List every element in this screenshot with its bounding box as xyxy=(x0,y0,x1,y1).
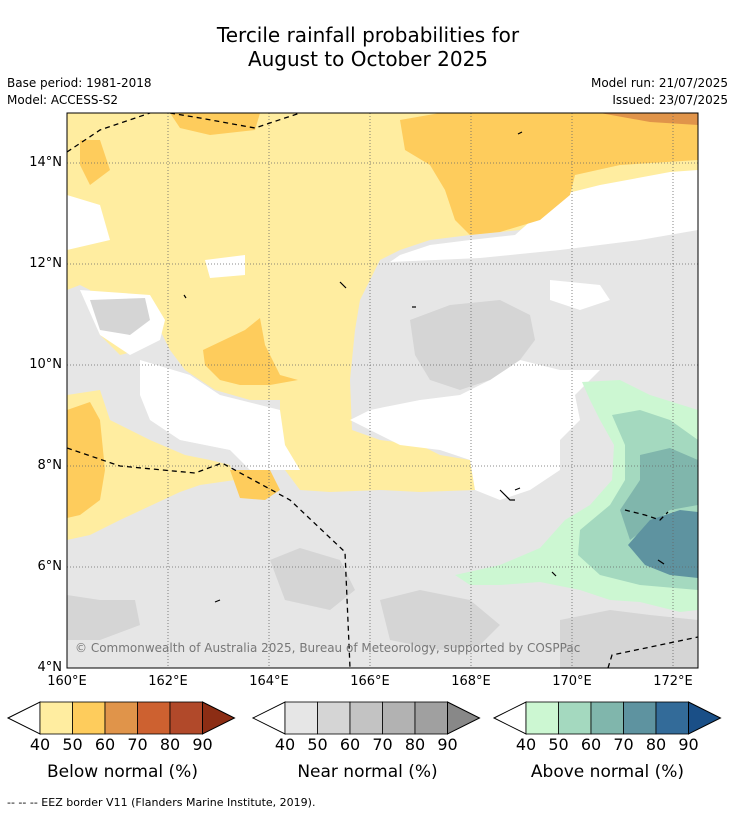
colorbar-tick-label: 70 xyxy=(372,735,392,754)
colorbar-tick-label: 70 xyxy=(613,735,633,754)
colorbar-segment xyxy=(382,701,416,735)
latitude-label: 14°N xyxy=(29,155,62,170)
latitude-label: 6°N xyxy=(37,559,63,574)
colorbar-segment xyxy=(558,701,592,735)
near-normal-50-patch-2 xyxy=(67,595,140,640)
colorbar-tick-label: 40 xyxy=(30,735,50,754)
near-normal-50-patch-3 xyxy=(270,548,355,610)
gap-white-7 xyxy=(550,280,610,310)
near-normal-50-patch-1 xyxy=(410,300,535,390)
copyright-text: © Commonwealth of Australia 2025, Bureau… xyxy=(75,641,581,655)
colorbar-segment xyxy=(39,701,73,735)
footnote: -- -- -- EEZ border V11 (Flanders Marine… xyxy=(7,796,316,809)
colorbar-tick-label: 40 xyxy=(516,735,536,754)
colorbar-segment xyxy=(317,701,351,735)
colorbar-tick-label: 90 xyxy=(192,735,212,754)
colorbar: 40 50 60 70 80 90 xyxy=(492,701,722,754)
colorbar-segment xyxy=(137,701,171,735)
colorbar-max-extend xyxy=(447,701,481,735)
colorbar-tick-label: 50 xyxy=(62,735,82,754)
islands xyxy=(183,131,665,603)
longitude-label: 162°E xyxy=(148,674,188,689)
colorbar-segment xyxy=(169,701,203,735)
colorbar-segment xyxy=(525,701,559,735)
colorbar-max-extend xyxy=(202,701,236,735)
longitude-label: 172°E xyxy=(653,674,693,689)
below-normal-50-patch-2 xyxy=(170,113,260,135)
above-normal-70-region xyxy=(628,510,698,578)
colorbar-tick-label: 90 xyxy=(437,735,457,754)
below-normal-50-patch-3 xyxy=(203,318,298,385)
colorbar-title-above: Above normal (%) xyxy=(530,762,685,782)
colorbar-tick-label: 80 xyxy=(646,735,666,754)
below-normal-50-patch-1 xyxy=(400,113,698,235)
issued-date: Issued: 23/07/2025 xyxy=(612,93,728,107)
colorbar-min-extend xyxy=(6,701,41,735)
near-normal-50-patch-5 xyxy=(560,610,698,668)
latitude-label: 12°N xyxy=(29,256,62,271)
colorbar-title-near: Near normal (%) xyxy=(297,762,438,782)
colorbar-tick-label: 40 xyxy=(275,735,295,754)
colorbar-tick-label: 60 xyxy=(340,735,360,754)
colorbar-title-below: Below normal (%) xyxy=(47,762,198,782)
below-normal-40-southwest xyxy=(67,390,235,540)
title-line-2: August to October 2025 xyxy=(247,47,489,71)
gap-white-1 xyxy=(67,195,110,250)
title-line-1: Tercile rainfall probabilities for xyxy=(216,23,520,47)
colorbar-segment xyxy=(590,701,624,735)
colorbar-tick-label: 80 xyxy=(405,735,425,754)
map-frame xyxy=(66,112,699,669)
colorbar-tick-label: 60 xyxy=(581,735,601,754)
colorbar-min-extend xyxy=(492,701,527,735)
eez-borders xyxy=(67,113,698,668)
gap-white-5 xyxy=(140,360,300,470)
below-normal-50-patch-5 xyxy=(230,470,280,500)
colorbar-tick-label: 60 xyxy=(95,735,115,754)
latitude-label: 10°N xyxy=(29,357,62,372)
latitude-label: 4°N xyxy=(37,660,63,675)
colorbar-segment xyxy=(72,701,106,735)
gridlines xyxy=(67,113,698,668)
colorbar-segment xyxy=(284,701,318,735)
model-run: Model run: 21/07/2025 xyxy=(590,76,728,90)
colorbar-segment xyxy=(623,701,657,735)
colorbar-legend: 40 50 60 70 80 90 40 50 60 70 80 90 40 50 60 70 80 90 xyxy=(6,701,722,754)
longitude-label: 160°E xyxy=(47,674,87,689)
gap-white-6 xyxy=(350,360,600,500)
colorbar-segment xyxy=(349,701,383,735)
longitude-label: 168°E xyxy=(451,674,491,689)
colorbar-min-extend xyxy=(251,701,286,735)
model-name: Model: ACCESS-S2 xyxy=(7,93,119,107)
above-normal-60-region xyxy=(620,448,698,540)
latitude-label: 8°N xyxy=(37,458,63,473)
gap-white-3 xyxy=(205,255,245,278)
below-normal-50-patch-4 xyxy=(67,402,105,518)
longitude-label: 170°E xyxy=(552,674,592,689)
map-area xyxy=(67,113,698,668)
colorbar-max-extend xyxy=(688,701,722,735)
near-normal-50-patch-6 xyxy=(90,298,150,335)
near-normal-50-patch-4 xyxy=(380,590,500,650)
colorbar-tick-label: 70 xyxy=(127,735,147,754)
colorbar: 40 50 60 70 80 90 xyxy=(251,701,481,754)
below-normal-50-patch-6 xyxy=(80,140,110,185)
colorbar-segment xyxy=(104,701,138,735)
colorbar-segment xyxy=(655,701,689,735)
longitude-label: 164°E xyxy=(249,674,289,689)
colorbar-tick-label: 50 xyxy=(548,735,568,754)
colorbar-tick-label: 80 xyxy=(160,735,180,754)
below-normal-60-patch xyxy=(600,113,698,125)
longitude-label: 166°E xyxy=(350,674,390,689)
colorbar: 40 50 60 70 80 90 xyxy=(6,701,236,754)
colorbar-tick-label: 90 xyxy=(678,735,698,754)
colorbar-tick-label: 50 xyxy=(307,735,327,754)
base-period: Base period: 1981-2018 xyxy=(7,76,152,90)
colorbar-segment xyxy=(414,701,448,735)
